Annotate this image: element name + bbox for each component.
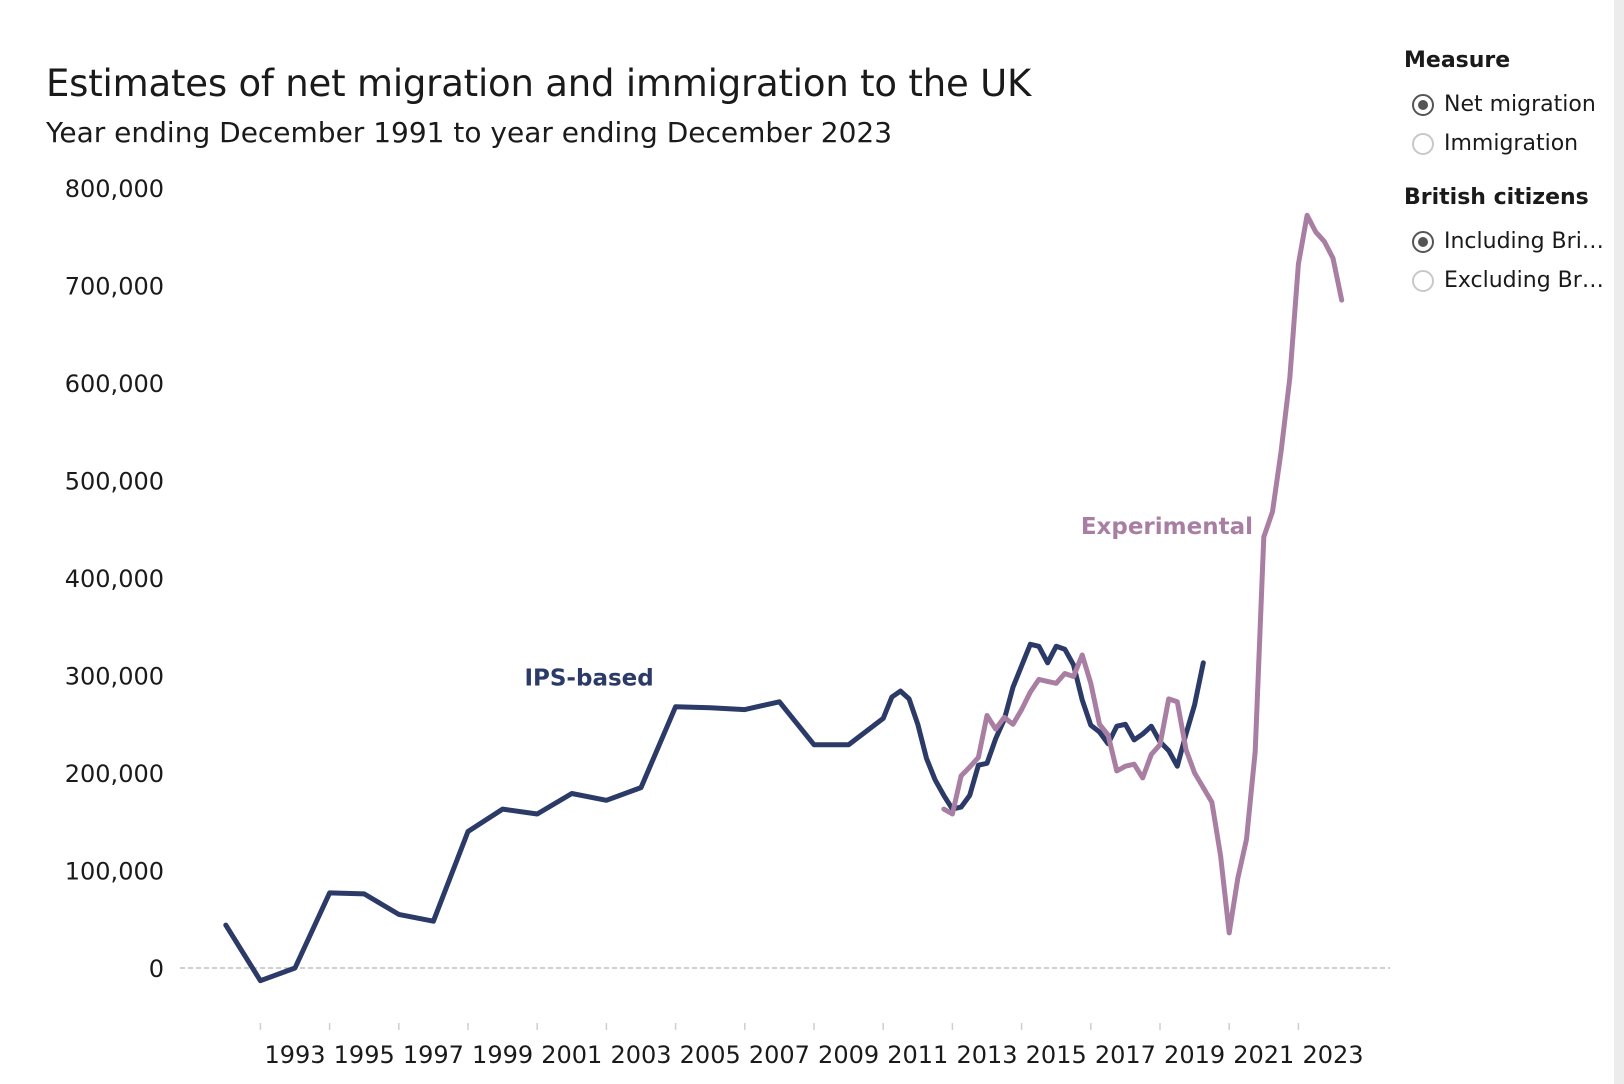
y-tick-label: 600,000 — [65, 370, 164, 398]
british-option-excluding[interactable]: Excluding Bri... — [1404, 261, 1614, 300]
radio-checked-icon[interactable] — [1412, 93, 1434, 116]
x-tick-label: 2021 — [1233, 1041, 1294, 1069]
x-tick-label: 2013 — [956, 1041, 1017, 1069]
x-tick-label: 2005 — [680, 1041, 741, 1069]
y-tick-label: 200,000 — [65, 760, 164, 788]
x-tick-label: 2015 — [1026, 1041, 1087, 1069]
british-citizens-filter: British citizens Including Brit.. Exclud… — [1404, 185, 1614, 300]
measure-option-net-migration[interactable]: Net migration — [1404, 85, 1614, 124]
y-tick-label: 300,000 — [65, 663, 164, 691]
measure-heading: Measure — [1404, 48, 1511, 73]
x-tick-label: 2019 — [1164, 1041, 1225, 1069]
x-tick-label: 2009 — [818, 1041, 879, 1069]
x-tick-label: 2001 — [541, 1041, 602, 1069]
x-tick-label: 2023 — [1302, 1041, 1363, 1069]
radio-label: Net migration — [1444, 92, 1596, 117]
experimental-series-line — [941, 212, 1345, 936]
filter-panel: Measure Net migration Immigration Britis… — [1404, 48, 1614, 322]
x-tick-label: 1993 — [264, 1041, 325, 1069]
chart-title: Estimates of net migration and immigrati… — [46, 62, 1032, 105]
x-tick-label: 2003 — [610, 1041, 671, 1069]
y-tick-label: 400,000 — [65, 565, 164, 593]
x-tick-label: 1999 — [472, 1041, 533, 1069]
x-tick-label: 1997 — [403, 1041, 464, 1069]
x-tick-label: 1995 — [334, 1041, 395, 1069]
radio-label: Immigration — [1444, 131, 1579, 156]
british-citizens-heading: British citizens — [1404, 185, 1589, 210]
y-tick-label: 800,000 — [65, 175, 164, 203]
measure-option-immigration[interactable]: Immigration — [1404, 124, 1614, 163]
series-annotation: IPS-based — [524, 665, 653, 691]
y-tick-label: 100,000 — [65, 858, 164, 886]
x-tick-label: 2011 — [887, 1041, 948, 1069]
line-chart: 0 100,000 200,000 300,000 400,000 500,000 600,… — [65, 175, 1390, 1069]
x-tick-label: 2017 — [1095, 1041, 1156, 1069]
radio-label: Excluding Bri... — [1444, 268, 1604, 293]
measure-filter: Measure Net migration Immigration — [1404, 48, 1614, 163]
radio-checked-icon[interactable] — [1412, 230, 1434, 253]
scrollbar[interactable] — [1614, 0, 1624, 1084]
ips-based-series-line — [223, 641, 1206, 984]
y-tick-label: 700,000 — [65, 273, 164, 301]
y-tick-label: 0 — [149, 955, 164, 983]
y-tick-label: 500,000 — [65, 468, 164, 496]
radio-label: Including Brit.. — [1444, 229, 1604, 254]
radio-unchecked-icon[interactable] — [1412, 269, 1434, 292]
x-tick-label: 2007 — [749, 1041, 810, 1069]
radio-unchecked-icon[interactable] — [1412, 132, 1434, 155]
series-annotation: Experimental — [1081, 514, 1253, 540]
chart-subtitle: Year ending December 1991 to year ending… — [46, 116, 893, 149]
british-option-including[interactable]: Including Brit.. — [1404, 222, 1614, 261]
